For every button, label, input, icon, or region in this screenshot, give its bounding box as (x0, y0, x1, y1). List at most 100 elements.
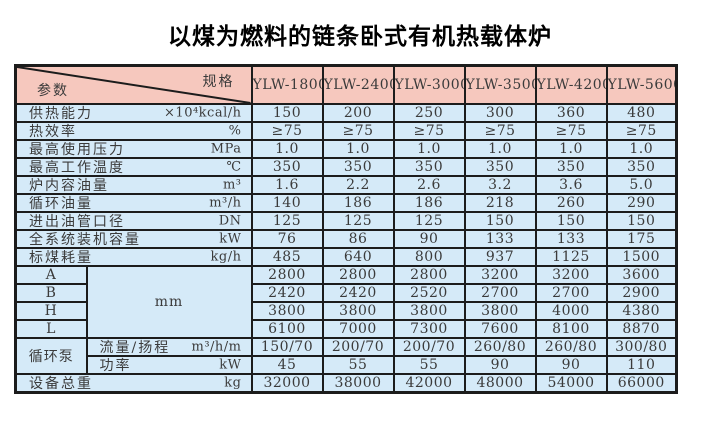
table-row-dimension: H 3800 3800 3800 3800 4000 4380 (14, 301, 678, 321)
model-header: YLW-5600 (605, 64, 678, 105)
value-cell: ≥75 (463, 121, 537, 141)
value-cell: 8870 (605, 319, 678, 339)
value-cell: 300 (463, 103, 537, 123)
value-cell: 140 (250, 193, 324, 213)
value-cell: ≥75 (392, 121, 466, 141)
param-label: 供热能力 (29, 106, 93, 122)
model-header: YLW-3500 (463, 64, 537, 105)
value-cell: 260/80 (534, 337, 608, 357)
param-cell: 功率 kW (85, 355, 253, 375)
param-label: 热效率 (29, 124, 77, 140)
value-cell: 42000 (392, 373, 466, 394)
param-label: 流量/扬程 (99, 340, 171, 356)
table-row: 最高工作温度 ℃ 350 350 350 350 350 350 (14, 157, 678, 177)
value-cell: 350 (605, 157, 678, 177)
param-label: 设备总重 (29, 376, 93, 392)
value-cell: 200/70 (392, 337, 466, 357)
value-cell: 260 (534, 193, 608, 213)
param-unit: kW (219, 231, 242, 247)
value-cell: 1.0 (250, 139, 324, 159)
value-cell: 250 (392, 103, 466, 123)
value-cell: 1.0 (463, 139, 537, 159)
value-cell: 150 (250, 103, 324, 123)
dim-label: H (14, 301, 88, 321)
param-label: 标煤耗量 (29, 250, 93, 266)
value-cell: 38000 (321, 373, 395, 394)
param-label: 全系统装机容量 (29, 232, 141, 248)
value-cell: 3800 (392, 301, 466, 321)
value-cell: 937 (463, 247, 537, 267)
corner-spec-label: 规格 (202, 74, 235, 90)
param-unit: kg/h (210, 249, 242, 265)
param-cell: 循环油量 m³/h (14, 193, 253, 213)
value-cell: 350 (250, 157, 324, 177)
value-cell: 150 (534, 211, 608, 231)
model-header: YLW-1800 (250, 64, 324, 105)
param-unit: m³/h (209, 195, 242, 211)
value-cell: 300/80 (605, 337, 678, 357)
value-cell: 2420 (250, 283, 324, 303)
value-cell: 200 (321, 103, 395, 123)
value-cell: 133 (463, 229, 537, 249)
value-cell: 66000 (605, 373, 678, 394)
value-cell: 150 (463, 211, 537, 231)
value-cell: 3.2 (463, 175, 537, 195)
param-cell: 热效率% (14, 121, 253, 141)
table-row-dimension: A mm 2800 2800 2800 3200 3200 3600 (14, 265, 678, 339)
value-cell: 1500 (605, 247, 678, 267)
value-cell: 90 (392, 229, 466, 249)
param-cell: 最高工作温度 ℃ (14, 157, 253, 177)
value-cell: 1125 (534, 247, 608, 267)
value-cell: 90 (534, 355, 608, 375)
table-row-dimension: B 2420 2420 2520 2700 2700 2900 (14, 283, 678, 303)
pump-label: 循环泵 (14, 337, 88, 375)
param-cell: 进出油管口径 DN (14, 211, 253, 231)
value-cell: 2700 (534, 283, 608, 303)
param-unit: kW (219, 357, 242, 373)
value-cell: 125 (321, 211, 395, 231)
value-cell: 360 (534, 103, 608, 123)
dim-label: A (14, 265, 88, 285)
param-label: 进出油管口径 (29, 214, 125, 230)
value-cell: 3800 (463, 301, 537, 321)
value-cell: 290 (605, 193, 678, 213)
value-cell: 2.2 (321, 175, 395, 195)
value-cell: 218 (463, 193, 537, 213)
table-row: 循环油量 m³/h 140 186 186 218 260 290 (14, 193, 678, 213)
diagonal-divider (17, 67, 251, 103)
table-row: 炉内容油量 m³ 1.6 2.2 2.6 3.2 3.6 5.0 (14, 175, 678, 195)
value-cell: 3800 (321, 301, 395, 321)
table-row-pump: 循环泵 流量/扬程 m³/h/m 150/70 200/70 200/70 260… (14, 337, 678, 375)
value-cell: 1.0 (392, 139, 466, 159)
param-unit: ℃ (226, 159, 242, 175)
header-row: 规格 参数 YLW-1800 YLW-2400 YLW-3000 YLW-350… (14, 64, 678, 105)
value-cell: 48000 (463, 373, 537, 394)
value-cell: 3200 (463, 265, 537, 285)
value-cell: 200/70 (321, 337, 395, 357)
value-cell: 2.6 (392, 175, 466, 195)
value-cell: 5.0 (605, 175, 678, 195)
value-cell: 2420 (321, 283, 395, 303)
param-cell: 设备总重 kg (14, 373, 253, 394)
param-cell: 供热能力 ×10⁴kcal/h (14, 103, 253, 123)
param-unit: MPa (210, 141, 242, 157)
value-cell: ≥75 (605, 121, 678, 141)
value-cell: 480 (605, 103, 678, 123)
param-unit: % (228, 123, 242, 139)
dim-unit-cell: mm (85, 265, 253, 339)
value-cell: 110 (605, 355, 678, 375)
model-header: YLW-4200 (534, 64, 608, 105)
param-unit: kg (224, 375, 242, 391)
corner-cell: 规格 参数 (14, 64, 253, 105)
param-cell: 最高使用压力 MPa (14, 139, 253, 159)
value-cell: 55 (392, 355, 466, 375)
value-cell: 45 (250, 355, 324, 375)
value-cell: 125 (250, 211, 324, 231)
param-unit: m³/h/m (191, 339, 242, 355)
value-cell: ≥75 (250, 121, 324, 141)
param-unit: m³ (222, 177, 242, 193)
table-row: 全系统装机容量 kW 76 86 90 133 133 175 (14, 229, 678, 249)
param-label: 功率 (99, 358, 132, 374)
model-header: YLW-2400 (321, 64, 395, 105)
value-cell: 1.6 (250, 175, 324, 195)
